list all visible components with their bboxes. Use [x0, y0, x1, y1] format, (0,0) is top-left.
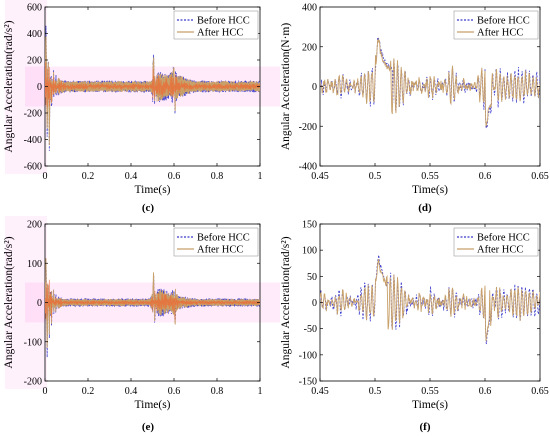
x-tick-label: 0.65 [531, 386, 549, 397]
x-tick-label: 0 [43, 386, 48, 397]
x-tick-label: 1 [258, 386, 263, 397]
panel-label: (e) [142, 421, 155, 433]
x-tick-label: 0.5 [369, 171, 382, 182]
chart-panel-d: 0.45 0.5 0.55 0.6 0.65 -400 -200 0 200 400 Time(s)… [280, 3, 549, 215]
legend-label: Before HCC [477, 16, 530, 27]
y-tick-label: 100 [302, 246, 317, 257]
y-tick-label: -100 [299, 350, 317, 361]
series-line-after-hcc [320, 37, 540, 127]
y-tick-label: 200 [302, 42, 317, 53]
x-tick-label: 0.55 [421, 386, 439, 397]
oscillation-fill [45, 279, 260, 320]
x-tick-label: 0.55 [421, 171, 439, 182]
chart-panel-f: 0.45 0.5 0.55 0.6 0.65 -150 -100 -50 0 50 100 150 Ti… [280, 220, 549, 434]
y-tick-label: 200 [27, 56, 42, 67]
x-axis-label: Time(s) [412, 184, 448, 196]
y-tick-label: 400 [302, 3, 317, 14]
x-tick-label: 0.6 [168, 171, 181, 182]
panel-label: (d) [418, 202, 432, 214]
y-tick-label: -150 [299, 377, 317, 388]
y-tick-label: -100 [24, 337, 42, 348]
plot-area [320, 36, 540, 129]
y-tick-label: -400 [299, 162, 317, 173]
x-tick-label: 0.5 [369, 386, 382, 397]
y-axis-label: Angular Acceleration(rad/s²) [280, 236, 292, 368]
x-tick-label: 0.2 [82, 171, 95, 182]
oscillation-fill [45, 62, 260, 108]
y-tick-label: 200 [27, 220, 42, 231]
y-tick-label: 400 [27, 29, 42, 40]
legend-label: Before HCC [197, 233, 250, 244]
y-tick-label: 600 [27, 3, 42, 14]
legend-label: After HCC [477, 245, 523, 256]
x-tick-label: 0 [43, 171, 48, 182]
y-tick-label: -400 [24, 135, 42, 146]
x-axis-label: Time(s) [135, 184, 171, 196]
series-line-before-hcc [320, 255, 540, 345]
x-tick-label: 0.4 [125, 386, 138, 397]
legend-box [453, 227, 539, 257]
y-tick-label: 100 [27, 259, 42, 270]
plot-area [45, 258, 260, 358]
legend-box [173, 10, 259, 40]
series-line-after-hcc [320, 258, 540, 342]
y-axis-label: Angular Acceleration(rad/s²) [3, 236, 15, 368]
y-tick-label: -200 [24, 109, 42, 120]
x-tick-label: 0.8 [211, 171, 224, 182]
y-tick-label: -200 [24, 377, 42, 388]
x-tick-label: 0.45 [311, 386, 329, 397]
x-tick-label: 0.45 [311, 171, 329, 182]
y-tick-label: 0 [37, 298, 42, 309]
legend-label: Before HCC [197, 16, 250, 27]
panel-label: (c) [142, 202, 155, 214]
legend-box [173, 227, 259, 257]
y-tick-label: 50 [307, 272, 317, 283]
legend-label: After HCC [477, 28, 523, 39]
plot-area [45, 25, 260, 151]
x-tick-label: 0.6 [479, 386, 492, 397]
x-axis-label: Time(s) [412, 399, 448, 411]
x-tick-label: 0.6 [168, 386, 181, 397]
x-tick-label: 0.4 [125, 171, 138, 182]
y-tick-label: 0 [312, 298, 317, 309]
x-axis-label: Time(s) [135, 399, 171, 411]
halo-left [5, 0, 47, 174]
legend-box [453, 10, 539, 40]
chart-panel-e: 0 0.2 0.4 0.6 0.8 1 -200 -100 0 100 200 Time(s) Angu… [3, 216, 280, 433]
y-tick-label: 0 [37, 82, 42, 93]
chart-panel-c: 0 0.2 0.4 0.6 0.8 1 -600 -400 -200 0 200 400 600 Time… [3, 0, 280, 214]
x-tick-label: 0.2 [82, 386, 95, 397]
plot-area [320, 255, 540, 345]
y-tick-label: -200 [299, 122, 317, 133]
y-tick-label: 0 [312, 82, 317, 93]
x-tick-label: 1 [258, 171, 263, 182]
x-tick-label: 0.65 [531, 171, 549, 182]
y-axis-label: Angular Acceleration(rad/s²) [3, 20, 15, 152]
x-tick-label: 0.6 [479, 171, 492, 182]
y-tick-label: -50 [304, 324, 317, 335]
panel-label: (f) [420, 421, 431, 433]
legend-label: After HCC [197, 245, 243, 256]
legend-label: After HCC [197, 28, 243, 39]
y-axis-label: Angular Acceleration(N·m) [280, 23, 292, 151]
y-tick-label: -600 [24, 162, 42, 173]
x-tick-label: 0.8 [211, 386, 224, 397]
halo-left [5, 216, 47, 389]
legend-label: Before HCC [477, 233, 530, 244]
y-tick-label: 150 [302, 220, 317, 231]
